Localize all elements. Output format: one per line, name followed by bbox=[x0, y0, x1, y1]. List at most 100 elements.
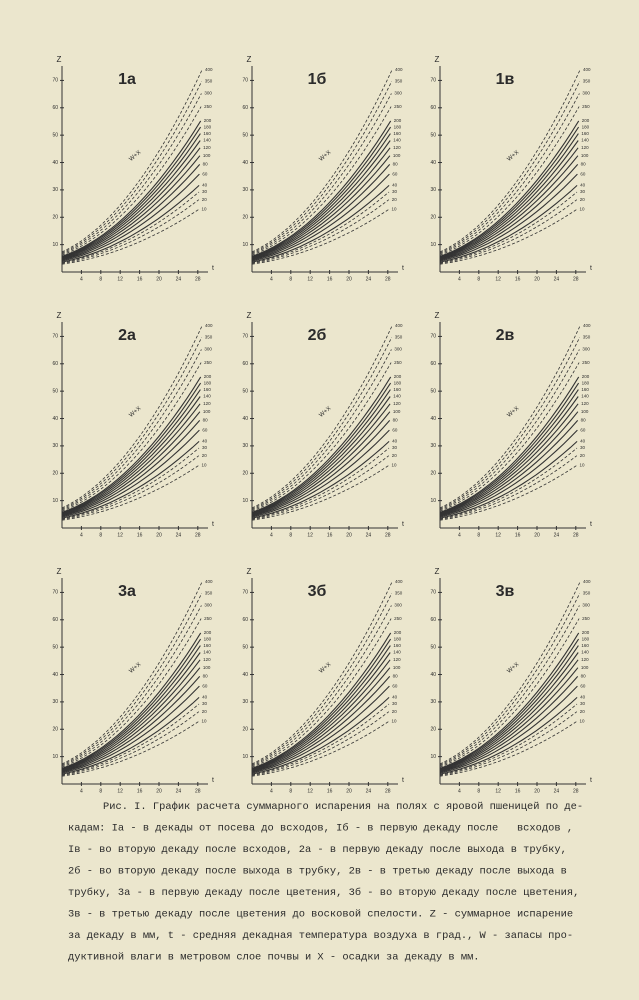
x-tick-label: 24 bbox=[366, 788, 372, 794]
curve-label: 10 bbox=[580, 207, 586, 212]
curve bbox=[61, 126, 202, 258]
x-tick-label: 8 bbox=[99, 276, 102, 282]
curve-label: 10 bbox=[580, 719, 586, 724]
curve-label: 80 bbox=[203, 418, 209, 423]
x-tick-label: 24 bbox=[554, 788, 560, 794]
y-tick-label: 30 bbox=[52, 699, 58, 705]
curve-label: 200 bbox=[204, 374, 212, 379]
x-axis-label: t bbox=[402, 265, 404, 272]
curve-label: 100 bbox=[203, 665, 211, 670]
caption-line: Рис. I. График расчета суммарного испаре… bbox=[103, 800, 583, 813]
curve-label: 180 bbox=[582, 636, 590, 641]
curve-label: 20 bbox=[202, 453, 208, 458]
y-axis-label: Z bbox=[435, 311, 440, 320]
x-tick-label: 16 bbox=[327, 276, 333, 282]
curve-label: 350 bbox=[583, 591, 591, 596]
x-tick-label: 4 bbox=[458, 788, 461, 794]
curve bbox=[61, 147, 201, 260]
curve bbox=[251, 69, 393, 253]
curve bbox=[439, 411, 579, 517]
curve bbox=[251, 337, 393, 510]
x-tick-label: 28 bbox=[385, 788, 391, 794]
panel-title: 1б bbox=[308, 71, 327, 88]
curve-label: 120 bbox=[393, 401, 401, 406]
curve-label: 20 bbox=[580, 453, 586, 458]
curve bbox=[61, 173, 200, 262]
curve bbox=[439, 667, 579, 773]
curve-label: 300 bbox=[394, 347, 402, 352]
x-tick-label: 12 bbox=[495, 276, 501, 282]
y-tick-label: 20 bbox=[242, 215, 248, 221]
curve bbox=[439, 581, 581, 765]
curve-label: 180 bbox=[394, 124, 402, 129]
curve-label: 120 bbox=[581, 401, 589, 406]
x-tick-label: 28 bbox=[195, 788, 201, 794]
y-tick-label: 60 bbox=[52, 361, 58, 367]
y-tick-label: 10 bbox=[242, 498, 248, 504]
y-tick-label: 10 bbox=[52, 754, 58, 760]
y-tick-label: 70 bbox=[52, 590, 58, 596]
curve-label: 400 bbox=[583, 323, 591, 328]
x-tick-label: 4 bbox=[270, 532, 273, 538]
x-tick-label: 16 bbox=[137, 276, 143, 282]
y-tick-label: 50 bbox=[242, 644, 248, 650]
y-tick-label: 50 bbox=[430, 644, 436, 650]
curve bbox=[61, 420, 201, 517]
curve bbox=[439, 618, 580, 768]
curve bbox=[61, 605, 202, 767]
curve-label: 100 bbox=[581, 153, 589, 158]
curve bbox=[439, 199, 578, 264]
curve bbox=[61, 676, 201, 773]
y-axis-label: Z bbox=[57, 567, 62, 576]
curve-label: 160 bbox=[581, 131, 589, 136]
curve-label: 400 bbox=[205, 323, 213, 328]
curve bbox=[251, 140, 391, 259]
x-tick-label: 4 bbox=[80, 532, 83, 538]
curve bbox=[61, 429, 200, 518]
curve bbox=[61, 199, 200, 264]
curve bbox=[61, 382, 202, 514]
y-tick-label: 40 bbox=[52, 160, 58, 166]
y-tick-label: 30 bbox=[430, 443, 436, 449]
curve bbox=[439, 403, 579, 516]
x-tick-label: 4 bbox=[270, 788, 273, 794]
curve-label: 300 bbox=[394, 603, 402, 608]
x-tick-label: 24 bbox=[176, 788, 182, 794]
x-tick-label: 12 bbox=[495, 788, 501, 794]
curve bbox=[251, 667, 391, 773]
curve bbox=[61, 325, 203, 509]
y-tick-label: 40 bbox=[52, 416, 58, 422]
curve-label: 60 bbox=[202, 683, 208, 688]
curve-label: 20 bbox=[392, 453, 398, 458]
x-tick-label: 4 bbox=[80, 276, 83, 282]
curve bbox=[439, 447, 578, 519]
x-tick-label: 28 bbox=[573, 788, 579, 794]
curve-label: 250 bbox=[204, 104, 212, 109]
annotation: W+X bbox=[318, 150, 332, 163]
curve bbox=[61, 455, 200, 520]
curve-label: 350 bbox=[205, 79, 213, 84]
curve-label: 250 bbox=[582, 104, 590, 109]
curve bbox=[251, 632, 392, 769]
y-tick-label: 70 bbox=[430, 78, 436, 84]
curve-label: 140 bbox=[203, 138, 211, 143]
x-tick-label: 12 bbox=[495, 532, 501, 538]
curve-label: 120 bbox=[203, 657, 211, 662]
curve bbox=[439, 81, 581, 254]
curve bbox=[251, 164, 391, 261]
y-axis-label: Z bbox=[247, 55, 252, 64]
curve-label: 250 bbox=[394, 104, 402, 109]
curve bbox=[439, 126, 580, 258]
panel-title: 1а bbox=[118, 71, 136, 88]
curve bbox=[439, 93, 580, 255]
curve bbox=[251, 81, 393, 254]
x-tick-label: 20 bbox=[156, 788, 162, 794]
curve-label: 10 bbox=[202, 463, 208, 468]
x-tick-label: 8 bbox=[99, 532, 102, 538]
curve-label: 30 bbox=[392, 445, 398, 450]
annotation: W+X bbox=[506, 150, 520, 163]
curve-label: 100 bbox=[581, 665, 589, 670]
x-tick-label: 4 bbox=[458, 532, 461, 538]
curve bbox=[439, 173, 578, 262]
